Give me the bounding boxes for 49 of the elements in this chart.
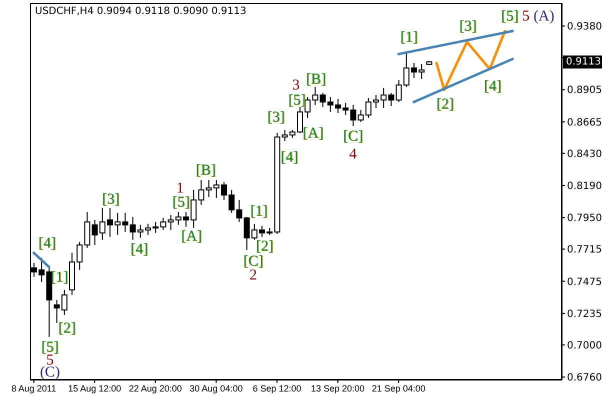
annotation: 1 (176, 180, 184, 196)
annotation: [4] (484, 78, 502, 94)
x-tick-label: 22 Aug 20:00 (128, 383, 182, 394)
annotation: [C] (343, 128, 363, 144)
annotation: [B] (196, 162, 216, 178)
x-tick-label: 13 Sep 20:00 (311, 383, 365, 394)
annotation: [4] (280, 150, 298, 166)
annotation: 4 (349, 146, 357, 162)
y-tick-label: 0.8905 (567, 85, 602, 96)
x-tick-label: 15 Aug 12:00 (68, 383, 122, 394)
annotation: [5] (288, 92, 306, 108)
annotation: [2] (58, 320, 76, 336)
x-tick-label: 30 Aug 04:00 (190, 383, 243, 394)
y-tick-label: 0.7475 (567, 276, 602, 288)
annotation: [A] (181, 228, 202, 244)
annotation: [1] (400, 30, 418, 46)
annotation: [3] (102, 192, 120, 208)
annotation: [C] (243, 254, 264, 270)
annotation: [5] (501, 8, 518, 24)
y-tick-label: 0.7950 (567, 213, 602, 224)
annotation: (A) (534, 8, 554, 24)
annotation: 3 (292, 78, 300, 94)
y-tick-label: 0.9380 (567, 22, 602, 33)
annotation: [3] (459, 18, 477, 34)
annotation: [4] (38, 236, 56, 252)
y-tick-label: 0.7235 (567, 308, 602, 320)
annotation: 0.9113 (563, 55, 602, 68)
annotation: [5] (172, 194, 190, 210)
annotation: [1] (250, 204, 268, 220)
annotation: [B] (306, 72, 326, 88)
y-tick-label: 0.7000 (567, 340, 602, 352)
annotation: [3] (267, 110, 285, 126)
y-tick-label: 0.8430 (567, 148, 602, 160)
annotation: [5] (41, 340, 59, 356)
annotation: [2] (256, 238, 274, 254)
annotation: (C) (40, 364, 60, 380)
y-tick-label: 0.8665 (567, 117, 602, 128)
chart-title: USDCHF,H4 0.9094 0.9118 0.9090 0.9113 (35, 6, 246, 17)
y-tick-label: 0.6760 (567, 372, 602, 384)
y-tick-label: 0.7715 (567, 244, 602, 256)
y-tick-label: 0.8190 (567, 181, 602, 192)
x-tick-label: 21 Sep 04:00 (372, 383, 426, 394)
annotation: [A] (302, 126, 324, 142)
annotation: [2] (436, 96, 454, 112)
x-tick-label: 8 Aug 2011 (11, 383, 56, 394)
annotation: 5 (522, 8, 530, 24)
annotation: 2 (250, 268, 257, 284)
annotation: [4] (130, 242, 148, 258)
x-tick-label: 6 Sep 12:00 (252, 383, 302, 394)
